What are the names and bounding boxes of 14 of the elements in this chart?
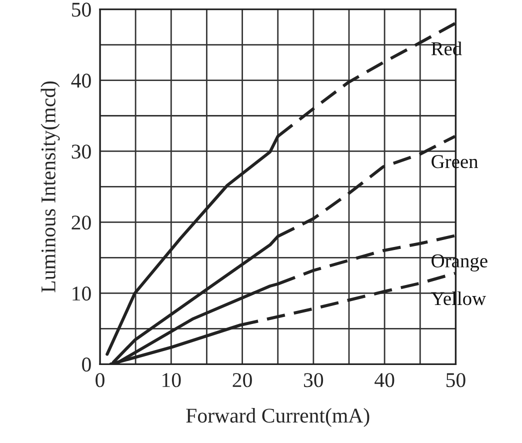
y-axis-title: Luminous Intensity(mcd): [40, 81, 60, 292]
x-tick-label: 50: [446, 373, 466, 388]
x-tick-label: 0: [96, 373, 104, 388]
y-tick-label: 40: [71, 74, 91, 88]
y-tick-label: 30: [72, 144, 91, 159]
x-tick-label: 20: [232, 373, 252, 388]
y-tick-label: 0: [82, 358, 91, 372]
y-tick-label: 20: [72, 216, 91, 230]
y-tick-label: 50: [72, 2, 91, 17]
x-tick-label: 10: [162, 373, 181, 388]
x-tick-label: 30: [304, 373, 324, 388]
x-tick-label: 40: [374, 373, 394, 388]
x-axis-title: Forward Current(mA): [186, 408, 370, 427]
y-tick-label: 10: [72, 286, 91, 301]
